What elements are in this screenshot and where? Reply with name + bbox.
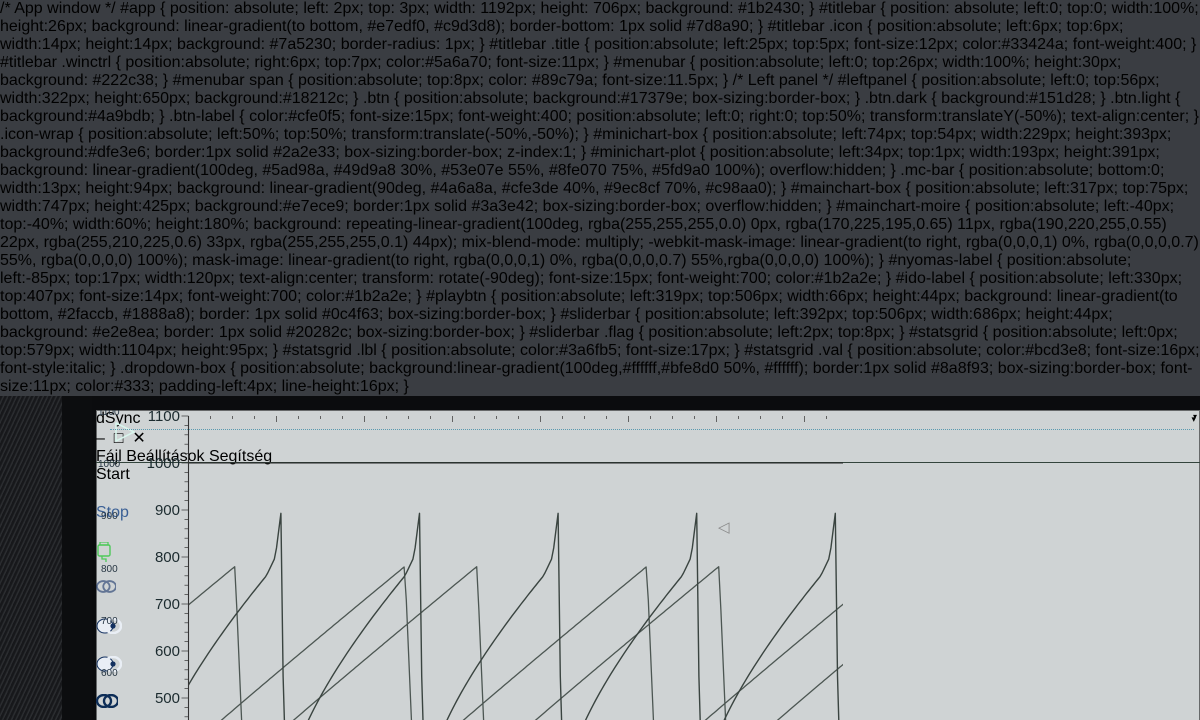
svg-text:500: 500 [155, 690, 180, 707]
svg-text:900: 900 [155, 502, 180, 519]
svg-text:1100: 1100 [148, 410, 180, 425]
svg-text:800: 800 [155, 549, 180, 566]
svg-text:1000: 1000 [147, 455, 180, 472]
svg-text:700: 700 [155, 596, 180, 613]
svg-text:600: 600 [155, 643, 180, 660]
